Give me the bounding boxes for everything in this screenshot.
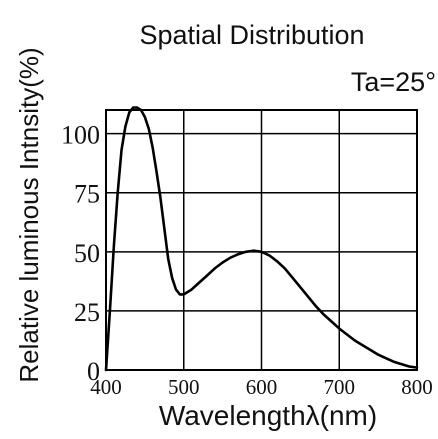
series-line <box>104 106 419 372</box>
series-layer <box>104 106 419 372</box>
y-tick-label: 0 <box>87 357 100 386</box>
chart-title: Spatial Distribution <box>139 20 364 50</box>
x-tick-label: 600 <box>246 375 278 399</box>
x-tick-label: 500 <box>168 375 200 399</box>
y-tick-label: 100 <box>61 121 100 150</box>
y-tick-label: 50 <box>74 239 100 268</box>
y-axis-label: Relative luminous Intnsity(%) <box>14 47 44 382</box>
y-tick-label: 75 <box>74 180 100 209</box>
x-tick-labels: 400 500 600 700 800 <box>90 375 433 399</box>
x-tick-label: 700 <box>324 375 356 399</box>
x-axis-label: Wavelengthλ(nm) <box>159 400 377 431</box>
x-tick-label: 400 <box>90 375 122 399</box>
plot-frame <box>105 109 418 371</box>
y-tick-label: 25 <box>74 298 100 327</box>
x-tick-label: 800 <box>401 375 433 399</box>
y-tick-labels: 0 25 50 75 100 <box>61 121 100 386</box>
chart-annotation: Ta=25° <box>351 67 436 97</box>
